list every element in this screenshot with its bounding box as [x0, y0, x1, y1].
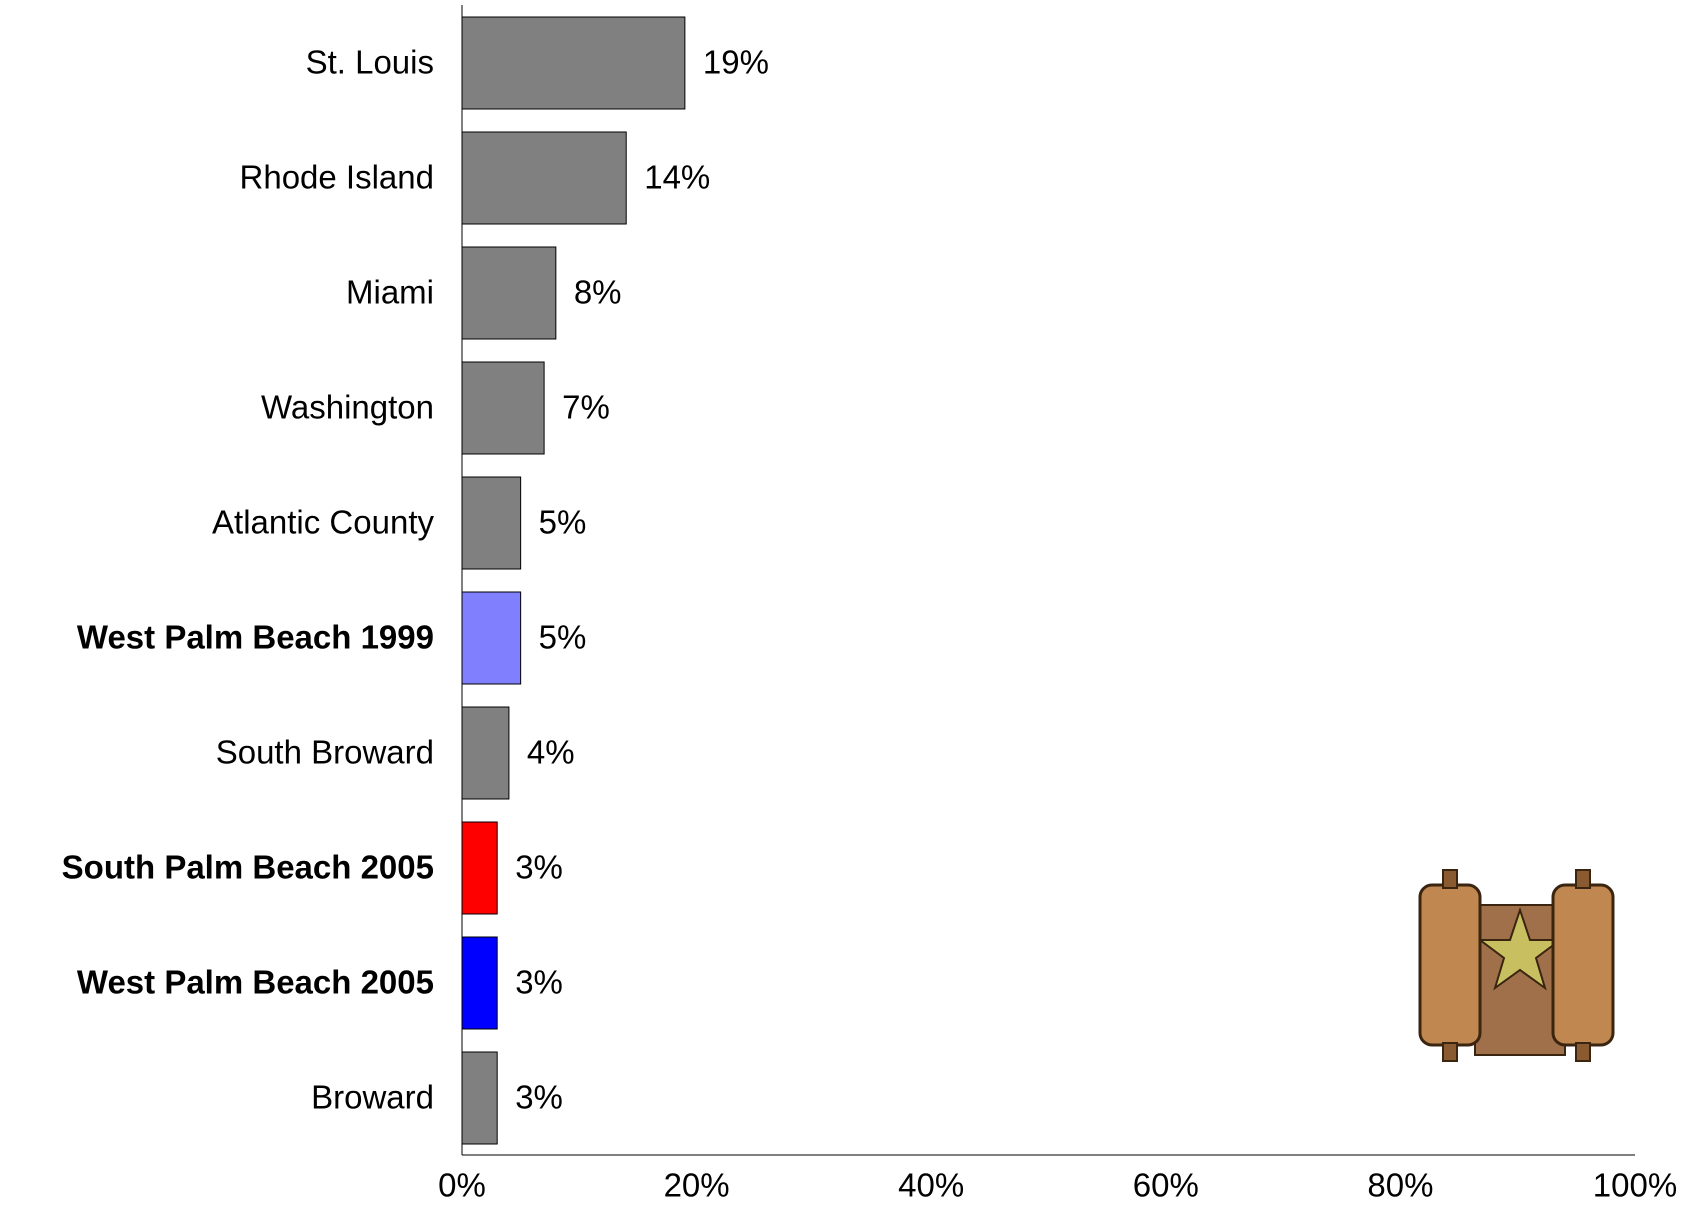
- bar: [461, 706, 510, 800]
- bar: [461, 591, 522, 685]
- y-tick-label: Rhode Island: [240, 159, 434, 196]
- y-tick-label: Broward: [311, 1079, 434, 1116]
- value-label: 14%: [644, 159, 710, 196]
- value-label: 5%: [539, 504, 587, 541]
- value-label: 3%: [515, 849, 563, 886]
- value-label: 5%: [539, 619, 587, 656]
- x-tick-label: 40%: [898, 1167, 964, 1204]
- y-tick-label: Atlantic County: [212, 504, 434, 541]
- value-label: 8%: [574, 274, 622, 311]
- bar: [461, 16, 686, 110]
- x-tick-label: 100%: [1593, 1167, 1677, 1204]
- y-tick-label: West Palm Beach 1999: [77, 619, 434, 656]
- bar: [461, 361, 545, 455]
- y-tick-label: Washington: [261, 389, 434, 426]
- x-tick-label: 60%: [1133, 1167, 1199, 1204]
- x-tick-label: 0%: [438, 1167, 486, 1204]
- x-tick-label: 20%: [664, 1167, 730, 1204]
- value-label: 19%: [703, 44, 769, 81]
- x-tick-label: 80%: [1367, 1167, 1433, 1204]
- y-tick-label: St. Louis: [306, 44, 434, 81]
- bar: [461, 1051, 498, 1145]
- value-label: 4%: [527, 734, 575, 771]
- value-label: 7%: [562, 389, 610, 426]
- bar: [461, 131, 627, 225]
- y-tick-label: South Broward: [216, 734, 434, 771]
- y-tick-label: West Palm Beach 2005: [77, 964, 434, 1001]
- value-label: 3%: [515, 1079, 563, 1116]
- torah-icon: [1418, 869, 1615, 1062]
- bar: [461, 821, 498, 915]
- bar: [461, 936, 498, 1030]
- bar: [461, 246, 557, 340]
- y-tick-label: South Palm Beach 2005: [62, 849, 434, 886]
- y-tick-label: Miami: [346, 274, 434, 311]
- value-label: 3%: [515, 964, 563, 1001]
- bar: [461, 476, 522, 570]
